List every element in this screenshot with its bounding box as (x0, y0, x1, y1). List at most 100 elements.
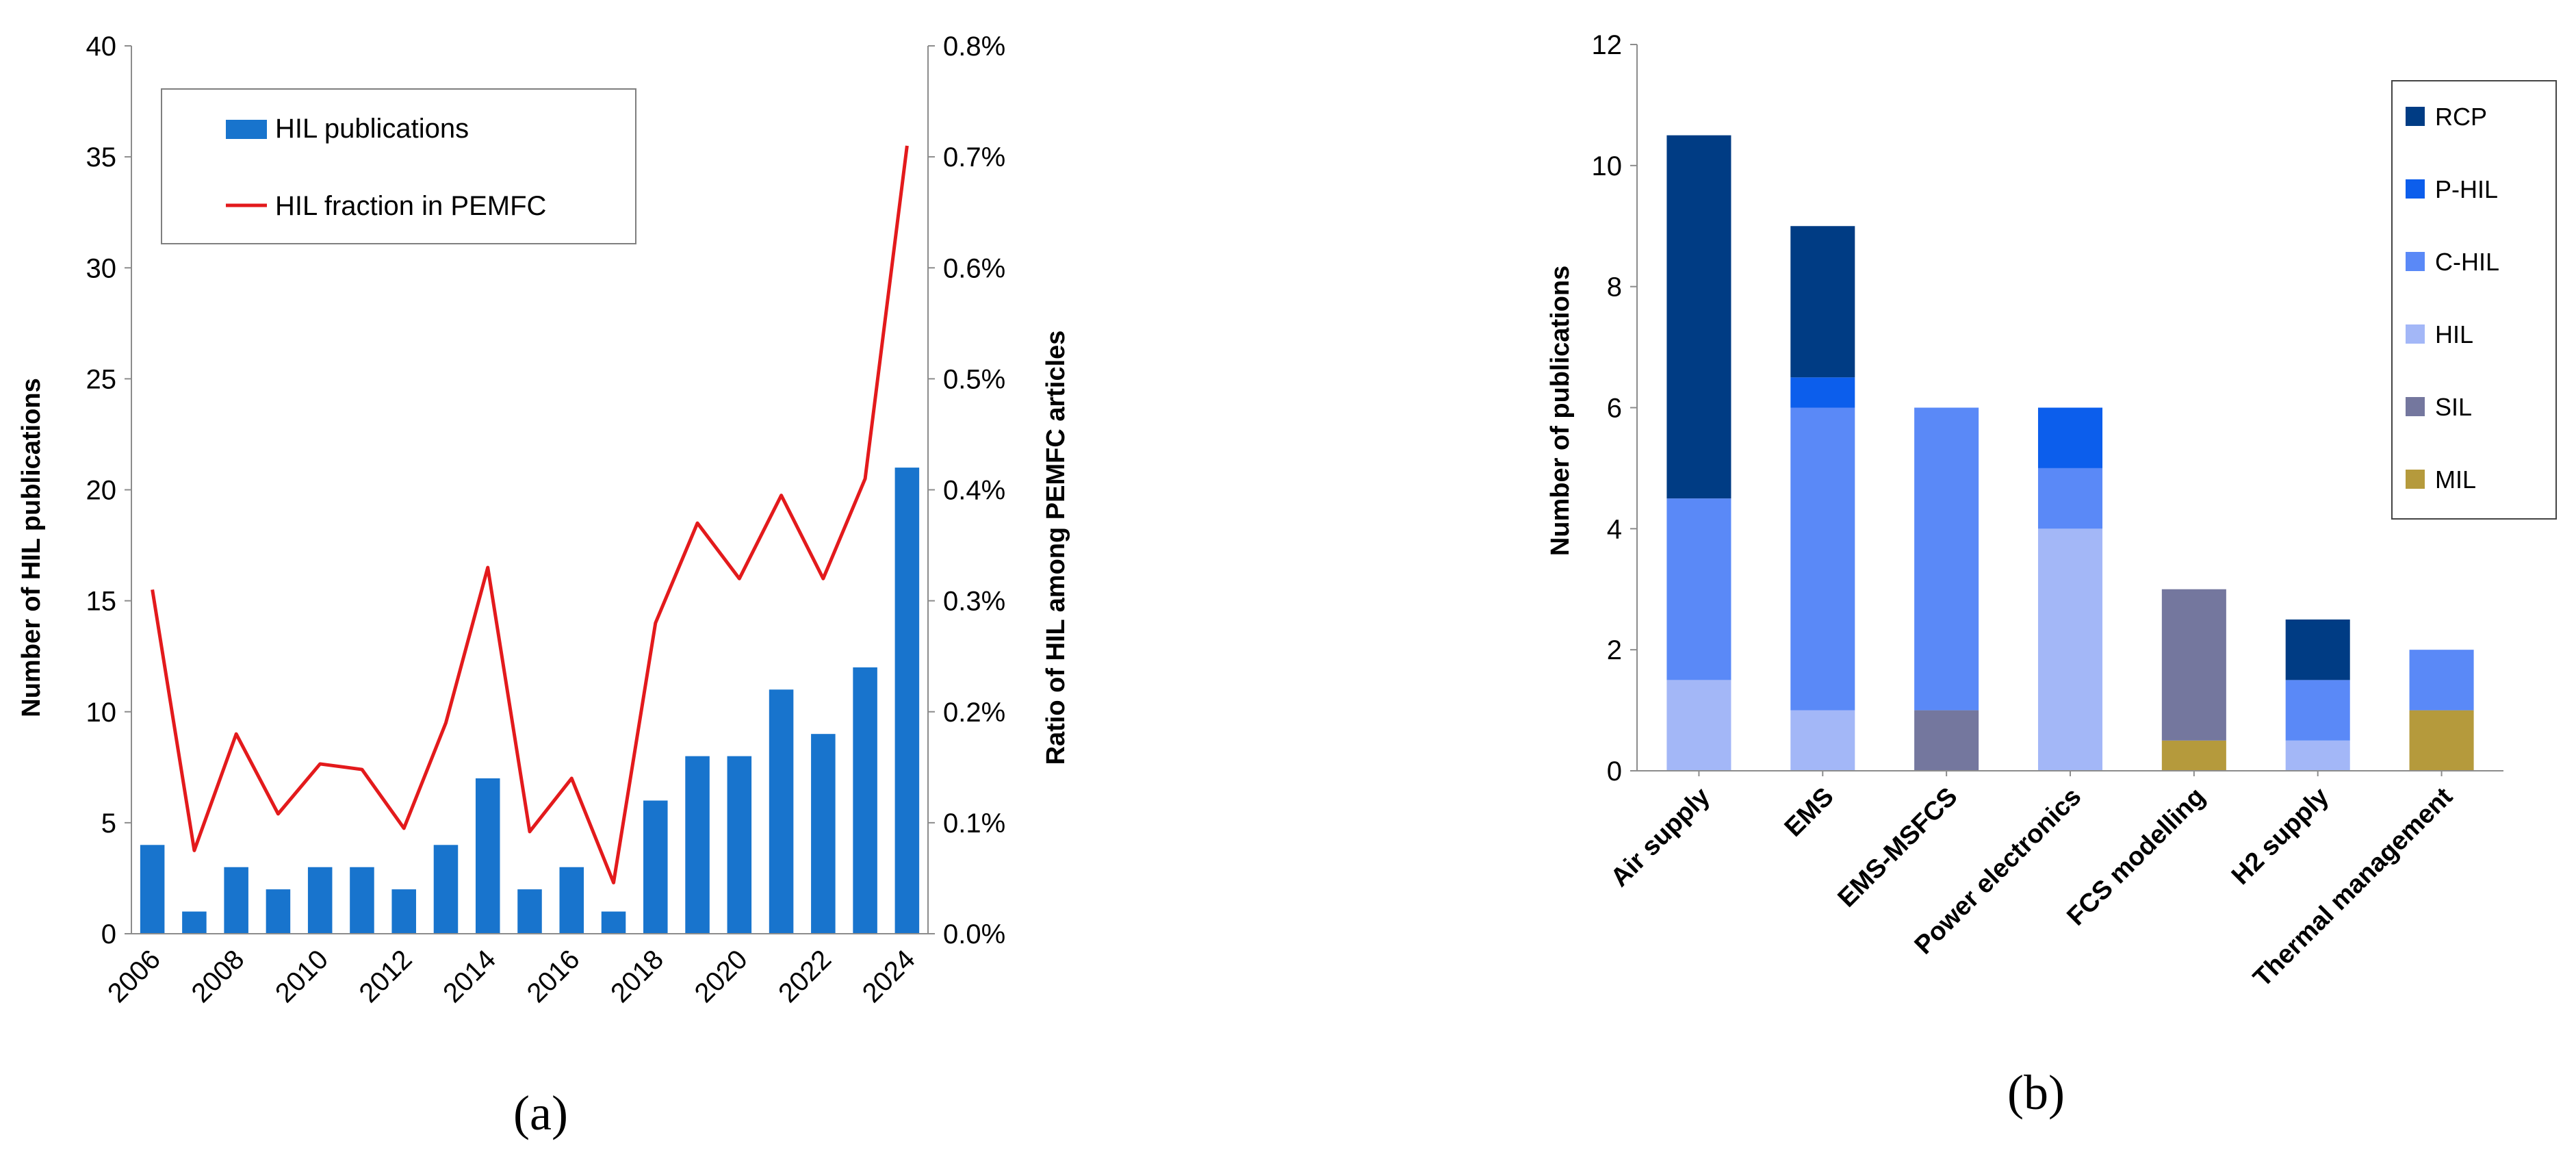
bar-2008 (224, 867, 248, 934)
chart-a-x-tick-label: 2016 (521, 944, 586, 1008)
chart-b-legend-label-SIL: SIL (2435, 393, 2472, 421)
chart-a-bars (140, 468, 920, 934)
chart-a-panel-label: (a) (513, 1086, 568, 1140)
bar-2022 (811, 734, 836, 934)
bar-2024 (894, 468, 920, 934)
chart-b-y-tick-label: 4 (1607, 514, 1622, 544)
chart-b-panel-label: (b) (2007, 1065, 2065, 1120)
chart-a-y2-tick-label: 0.0% (943, 919, 1005, 949)
bar-Air supply-RCP (1666, 135, 1731, 499)
chart-a: 0 5 10 15 20 25 30 35 40 0.0% 0.1% 0.2% 0.3% 0.4% 0.5… (17, 31, 1070, 1140)
bar-2015 (517, 889, 542, 934)
bar-2010 (307, 867, 333, 934)
chart-a-y2-tick-label: 0.4% (943, 476, 1005, 506)
bar-EMS-P-HIL (1790, 377, 1855, 408)
chart-a-x-tick-label: 2018 (605, 944, 669, 1008)
bar-Air supply-HIL (1666, 680, 1731, 771)
chart-b-y-tick-label: 10 (1592, 151, 1623, 181)
bar-2011 (350, 867, 374, 934)
chart-b-legend-label-HIL: HIL (2435, 320, 2473, 348)
bar-H2 supply-HIL (2285, 740, 2350, 771)
chart-b-x-tick-label: Air supply (1606, 782, 1716, 893)
bar-2014 (475, 778, 500, 934)
chart-a-y2-tick-label: 0.6% (943, 253, 1005, 283)
chart-a-y2-tick-label: 0.3% (943, 587, 1005, 617)
chart-b-x-tick-label: EMS-MSFCS (1833, 782, 1963, 913)
chart-b-legend-label-P-HIL: P-HIL (2435, 175, 2498, 203)
bar-H2 supply-RCP (2285, 619, 2350, 680)
chart-a-legend-swatch-bars (226, 120, 267, 139)
chart-a-x-tick-labels: 2006 2008 2010 2012 2014 2016 2018 2020 2022 2024 (102, 944, 921, 1008)
chart-a-y-tick-label: 20 (86, 476, 117, 506)
chart-b-legend-label-MIL: MIL (2435, 465, 2476, 494)
chart-b-bars (1666, 135, 2474, 771)
bar-FCS modelling-SIL (2161, 589, 2226, 741)
chart-a-legend-label-line: HIL fraction in PEMFC (275, 191, 546, 221)
chart-a-y2-tick-label: 0.5% (943, 364, 1005, 394)
chart-a-y-tick-label: 15 (86, 587, 117, 617)
chart-b-y-tick-label: 0 (1607, 756, 1622, 787)
bar-EMS-MSFCS-C-HIL (1914, 407, 1979, 711)
chart-a-y2-tick-label: 0.2% (943, 698, 1005, 728)
chart-b-legend-swatch-MIL (2406, 470, 2425, 489)
bar-Power electronics-P-HIL (2037, 407, 2103, 468)
chart-a-legend-label-bars: HIL publications (275, 114, 469, 144)
chart-b-x-tick-label: H2 supply (2226, 782, 2334, 891)
chart-b-legend-swatch-P-HIL (2406, 179, 2425, 199)
chart-b-y-tick-label: 2 (1607, 635, 1622, 665)
chart-b-legend-swatch-C-HIL (2406, 252, 2425, 271)
chart-b-legend-label-C-HIL: C-HIL (2435, 248, 2499, 276)
chart-a-y-tick-labels: 0 5 10 15 20 25 30 35 40 (86, 31, 117, 949)
chart-a-y-tick-label: 40 (86, 31, 117, 62)
chart-a-y-tick-label: 10 (86, 698, 117, 728)
chart-a-fraction-line (151, 145, 909, 884)
bar-2018 (643, 800, 668, 934)
bar-FCS modelling-MIL (2161, 740, 2226, 771)
bar-2021 (769, 689, 794, 934)
bar-2017 (601, 911, 626, 934)
chart-a-y-tick-label: 35 (86, 142, 117, 173)
chart-b-legend-box (2391, 80, 2557, 520)
chart-a-x-tick-label: 2024 (857, 944, 921, 1008)
bar-Thermal management-MIL (2409, 710, 2474, 771)
chart-a-y-tick-label: 30 (86, 253, 117, 283)
chart-b-x-tick-label: Thermal management (2247, 782, 2458, 993)
chart-b-y-axis-label: Number of publications (1546, 266, 1575, 556)
chart-b-legend-label-RCP: RCP (2435, 103, 2487, 131)
chart-a-axes (125, 45, 935, 934)
bar-2019 (685, 756, 710, 934)
bar-Air supply-C-HIL (1666, 498, 1731, 680)
chart-b-y-tick-labels: 0 2 4 6 8 10 12 (1592, 30, 1623, 787)
chart-a-x-tick-label: 2022 (773, 944, 837, 1008)
bar-2013 (433, 845, 459, 934)
chart-a-x-tick-label: 2010 (270, 944, 334, 1008)
chart-b-legend-swatch-SIL (2406, 397, 2425, 416)
chart-a-x-tick-label: 2020 (689, 944, 754, 1008)
chart-a-y2-tick-label: 0.8% (943, 31, 1005, 62)
chart-a-legend-box (161, 88, 636, 244)
chart-b-y-tick-label: 12 (1592, 30, 1623, 60)
bar-2020 (727, 756, 752, 934)
bar-2007 (182, 911, 207, 934)
chart-a-y2-axis-label: Ratio of HIL among PEMFC articles (1042, 331, 1070, 765)
chart-b-legend-swatch-HIL (2406, 324, 2425, 344)
bar-Power electronics-C-HIL (2037, 468, 2103, 529)
bar-EMS-MSFCS-SIL (1914, 710, 1979, 771)
chart-a-y2-tick-label: 0.1% (943, 808, 1005, 839)
chart-b-y-tick-label: 6 (1607, 394, 1622, 424)
chart-b-axes (1630, 44, 2503, 776)
chart-b-y-tick-label: 8 (1607, 272, 1622, 303)
bar-2009 (266, 889, 291, 934)
chart-a-y-tick-label: 5 (101, 808, 116, 839)
chart-b-legend-swatch-RCP (2406, 107, 2425, 126)
chart-a-y-axis-label: Number of HIL publications (17, 378, 46, 717)
chart-a-y2-tick-label: 0.7% (943, 142, 1005, 173)
bar-EMS-RCP (1790, 226, 1855, 378)
bar-2006 (140, 845, 165, 934)
chart-a-legend: HIL publications HIL fraction in PEMFC (161, 88, 636, 244)
chart-b-legend: RCP P-HIL C-HIL HIL SIL MIL (2391, 80, 2557, 520)
bar-H2 supply-C-HIL (2285, 680, 2350, 741)
